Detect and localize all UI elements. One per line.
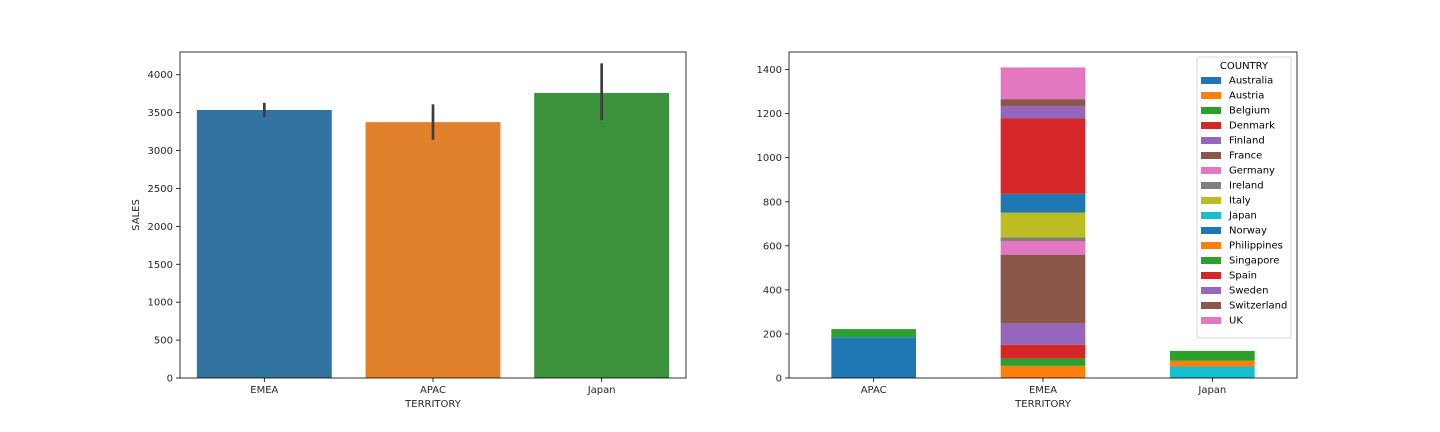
y-tick-label: 600 [763, 241, 782, 252]
y-tick-label: 1200 [757, 109, 782, 120]
legend-swatch-austria [1201, 92, 1221, 99]
legend-swatch-singapore [1201, 257, 1221, 264]
bar-apac [365, 122, 501, 379]
legend-label-singapore: Singapore [1229, 256, 1279, 267]
bar-segment-japan-singapore [1170, 350, 1255, 361]
y-tick-label: 3000 [148, 146, 173, 157]
bar-segment-emea-belgium [1000, 358, 1086, 366]
legend-label-ireland: Ireland [1229, 181, 1264, 192]
x-tick-label: Japan [1197, 385, 1226, 396]
bar-segment-emea-germany [1000, 240, 1086, 255]
x-axis-label: TERRITORY [404, 399, 462, 410]
legend-swatch-uk [1201, 317, 1221, 324]
x-axis-label: TERRITORY [1014, 399, 1072, 410]
legend-label-norway: Norway [1229, 226, 1267, 237]
legend-swatch-italy [1201, 197, 1221, 204]
legend-label-sweden: Sweden [1229, 286, 1269, 297]
x-tick-label: APAC [861, 385, 887, 396]
x-tick-label: APAC [420, 385, 446, 396]
axes-frame [179, 51, 687, 379]
y-tick-label: 1500 [148, 260, 173, 271]
count-by-territory-stacked-bar-chart: 0 200 400 600 800 1000 1200 1400 TERRITORY APAC EM… [757, 51, 1298, 410]
bar-segment-emea-france [1000, 254, 1086, 324]
bar-segment-emea-austria [1000, 365, 1086, 378]
legend-label-philippines: Philippines [1229, 241, 1283, 252]
legend-swatch-ireland [1201, 182, 1221, 189]
legend-label-germany: Germany [1229, 166, 1275, 177]
y-tick-label: 400 [763, 285, 782, 296]
legend-label-france: France [1229, 151, 1262, 162]
bar-segment-emea-denmark [1000, 344, 1086, 359]
bar-segment-japan-philippines [1170, 360, 1255, 367]
legend-swatch-switzerland [1201, 302, 1221, 309]
y-tick-label: 500 [154, 336, 173, 347]
legend-swatch-japan [1201, 212, 1221, 219]
y-tick-label: 3500 [148, 108, 173, 119]
legend-label-switzerland: Switzerland [1229, 301, 1287, 312]
legend-label-belgium: Belgium [1229, 106, 1270, 117]
bar-japan [534, 92, 670, 378]
sales-by-territory-bar-chart: 0 500 1000 1500 2000 2500 3000 3500 4000 TERRITOR… [131, 51, 687, 410]
legend-swatch-sweden [1201, 287, 1221, 294]
bar-segment-japan-japan [1170, 366, 1255, 378]
legend-swatch-germany [1201, 167, 1221, 174]
legend-label-australia: Australia [1229, 76, 1273, 87]
y-tick-label: 1400 [757, 65, 782, 76]
bar-segment-emea-spain [1000, 118, 1086, 194]
legend-swatch-finland [1201, 137, 1221, 144]
bar-segment-apac-australia [831, 337, 916, 378]
bar-segment-emea-italy [1000, 212, 1086, 238]
legend-label-japan: Japan [1228, 211, 1257, 222]
bar-emea [196, 109, 332, 378]
legend-label-denmark: Denmark [1229, 121, 1275, 132]
axes-frame [788, 51, 1298, 379]
y-tick-label: 1000 [757, 153, 782, 164]
y-tick-label: 2500 [148, 184, 173, 195]
bar-segment-apac-singapore [831, 329, 916, 338]
legend-label-italy: Italy [1229, 196, 1251, 207]
y-tick-label: 1000 [148, 298, 173, 309]
x-tick-label: Japan [587, 385, 616, 396]
bar-segment-emea-sweden [1000, 105, 1086, 119]
legend-swatch-france [1201, 152, 1221, 159]
bar-segment-emea-finland [1000, 323, 1086, 345]
y-tick-label: 2000 [148, 222, 173, 233]
y-tick-label: 200 [763, 329, 782, 340]
legend-swatch-norway [1201, 227, 1221, 234]
bar-segment-emea-switzerland [1000, 99, 1086, 106]
y-tick-label: 0 [167, 374, 173, 385]
y-tick-label: 0 [776, 374, 782, 385]
legend-label-finland: Finland [1229, 136, 1265, 147]
legend-label-spain: Spain [1229, 271, 1257, 282]
legend-label-austria: Austria [1229, 91, 1264, 102]
legend: COUNTRY Australia Austria Belgium Denmark Fin… [1196, 56, 1292, 339]
bar-segment-emea-uk [1000, 67, 1086, 100]
x-tick-label: EMEA [1029, 385, 1057, 396]
x-tick-label: EMEA [250, 385, 278, 396]
bar-segment-emea-ireland [1000, 237, 1086, 241]
legend-swatch-belgium [1201, 107, 1221, 114]
legend-swatch-philippines [1201, 242, 1221, 249]
legend-label-uk: UK [1229, 316, 1243, 327]
y-axis-label: SALES [131, 199, 142, 231]
bar-segment-emea-norway [1000, 193, 1086, 213]
legend-title: COUNTRY [1220, 61, 1269, 72]
legend-swatch-spain [1201, 272, 1221, 279]
legend-swatch-denmark [1201, 122, 1221, 129]
y-tick-label: 800 [763, 197, 782, 208]
y-tick-label: 4000 [148, 70, 173, 81]
legend-swatch-australia [1201, 77, 1221, 84]
